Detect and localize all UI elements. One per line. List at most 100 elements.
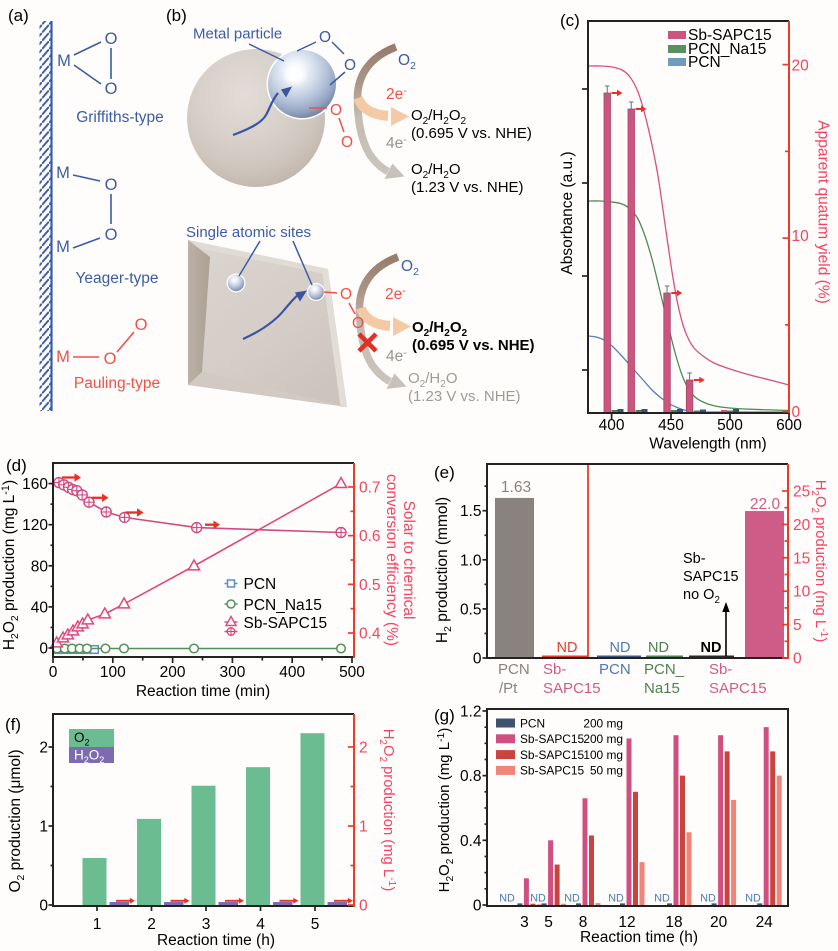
svg-text:20: 20 xyxy=(792,58,810,75)
svg-text:(c): (c) xyxy=(560,11,580,30)
svg-text:(a): (a) xyxy=(8,6,29,25)
svg-text:1.0: 1.0 xyxy=(460,552,482,569)
svg-text:500: 500 xyxy=(717,417,743,434)
svg-text:1.63: 1.63 xyxy=(501,479,531,496)
svg-text:0: 0 xyxy=(39,898,48,915)
svg-text:Apparent quatum yield (%): Apparent quatum yield (%) xyxy=(815,120,832,304)
svg-text:ND: ND xyxy=(700,893,716,905)
svg-text:Sb-: Sb- xyxy=(683,551,706,567)
svg-text:O: O xyxy=(105,80,118,98)
svg-text:10: 10 xyxy=(792,228,810,245)
svg-text:ND: ND xyxy=(557,640,578,656)
svg-text:1.5: 1.5 xyxy=(460,503,482,520)
svg-text:Sb-SAPC15: Sb-SAPC15 xyxy=(520,748,584,762)
svg-text:O: O xyxy=(352,315,364,332)
svg-text:1: 1 xyxy=(359,819,368,836)
svg-text:SAPC15: SAPC15 xyxy=(543,680,601,697)
svg-text:1.2: 1.2 xyxy=(460,703,482,720)
svg-text:Single atomic sites: Single atomic sites xyxy=(186,224,311,241)
svg-text:Metal particle: Metal particle xyxy=(193,26,282,43)
svg-text:ND: ND xyxy=(745,893,761,905)
svg-text:SAPC15: SAPC15 xyxy=(683,569,739,585)
svg-text:400: 400 xyxy=(599,417,625,434)
svg-text:8: 8 xyxy=(579,914,588,931)
svg-text:100 mg: 100 mg xyxy=(583,748,623,762)
svg-text:Sb-SAPC15: Sb-SAPC15 xyxy=(520,732,584,746)
svg-text:(1.23 V vs. NHE): (1.23 V vs. NHE) xyxy=(408,388,521,405)
svg-text:ND: ND xyxy=(648,640,669,656)
svg-text:PCN: PCN xyxy=(520,716,545,730)
svg-text:0.4: 0.4 xyxy=(359,626,381,643)
svg-text:H2​O2​ production (mg L-1​): H2​O2​ production (mg L-1​) xyxy=(435,728,456,893)
svg-text:Wavelength (nm): Wavelength (nm) xyxy=(649,436,766,453)
svg-text:PCN: PCN xyxy=(599,661,631,678)
svg-text:80: 80 xyxy=(31,558,49,575)
svg-text:Reaction time (h): Reaction time (h) xyxy=(157,932,275,949)
svg-text:Reaction time (min): Reaction time (min) xyxy=(136,683,270,700)
svg-text:Solar to chemical: Solar to chemical xyxy=(400,501,417,620)
svg-text:H2​O2​ production (mg L-1​): H2​O2​ production (mg L-1​) xyxy=(809,480,829,643)
svg-text:PCN_Na15: PCN_Na15 xyxy=(244,597,322,614)
svg-text:O2​: O2​ xyxy=(74,730,90,748)
svg-text:SAPC15: SAPC15 xyxy=(709,680,767,697)
svg-text:2e-​: 2e-​ xyxy=(386,85,407,103)
svg-text:O: O xyxy=(105,30,118,48)
svg-text:ND: ND xyxy=(564,893,580,905)
svg-text:O2​/H2​O2​: O2​/H2​O2​ xyxy=(412,319,468,339)
svg-text:20: 20 xyxy=(793,517,811,534)
svg-text:ND: ND xyxy=(608,893,624,905)
svg-text:(g): (g) xyxy=(434,706,455,725)
svg-text:/Pt: /Pt xyxy=(499,680,518,697)
svg-text:O: O xyxy=(104,350,117,368)
svg-text:400: 400 xyxy=(279,664,305,681)
svg-text:M: M xyxy=(56,348,70,366)
svg-text:0: 0 xyxy=(793,651,802,668)
svg-text:conversion efficiency (%): conversion efficiency (%) xyxy=(383,474,400,646)
svg-text:Sb-: Sb- xyxy=(709,661,732,678)
svg-text:300: 300 xyxy=(219,664,245,681)
svg-text:25: 25 xyxy=(793,484,810,501)
svg-text:(1.23 V vs. NHE): (1.23 V vs. NHE) xyxy=(411,179,524,196)
svg-text:0: 0 xyxy=(792,404,801,421)
svg-text:120: 120 xyxy=(22,517,48,534)
svg-text:4e-​: 4e-​ xyxy=(386,347,407,365)
svg-text:2: 2 xyxy=(359,740,368,757)
svg-text:600: 600 xyxy=(776,417,802,434)
svg-text:100: 100 xyxy=(100,664,126,681)
svg-text:2: 2 xyxy=(147,916,156,933)
svg-text:10: 10 xyxy=(793,584,811,601)
svg-text:O: O xyxy=(135,316,148,334)
svg-text:(d): (d) xyxy=(6,456,27,475)
svg-text:no O2​: no O2​ xyxy=(683,587,720,606)
svg-text:200: 200 xyxy=(160,664,186,681)
svg-text:PCN: PCN xyxy=(244,576,277,593)
svg-text:0.7: 0.7 xyxy=(359,479,381,496)
svg-text:0.8: 0.8 xyxy=(460,768,482,785)
svg-text:Sb-SAPC15: Sb-SAPC15 xyxy=(688,27,772,44)
svg-text:Absorbance (a.u.): Absorbance (a.u.) xyxy=(559,151,576,274)
svg-text:200 mg: 200 mg xyxy=(583,732,623,746)
svg-text:ND: ND xyxy=(654,893,670,905)
svg-text:Reaction time (h): Reaction time (h) xyxy=(580,929,698,946)
svg-text:O: O xyxy=(344,57,356,74)
svg-text:ND: ND xyxy=(499,893,515,905)
svg-text:PCN: PCN xyxy=(688,54,721,71)
svg-text:PCN: PCN xyxy=(498,661,530,678)
svg-text:0: 0 xyxy=(473,651,482,668)
svg-text:2: 2 xyxy=(39,740,48,757)
svg-text:0.5: 0.5 xyxy=(460,601,482,618)
svg-text:ND: ND xyxy=(701,640,722,656)
svg-text:(b): (b) xyxy=(166,6,187,25)
svg-text:0: 0 xyxy=(49,664,58,681)
svg-text:4: 4 xyxy=(256,916,265,933)
svg-text:H2​O2​ production (mg L-1​): H2​O2​ production (mg L-1​) xyxy=(377,729,397,892)
svg-text:160: 160 xyxy=(22,476,48,493)
svg-text:Na15: Na15 xyxy=(644,680,680,697)
svg-text:H2​ production (mmol): H2​ production (mmol) xyxy=(434,497,454,643)
svg-text:5: 5 xyxy=(793,617,802,634)
svg-text:O: O xyxy=(330,102,342,119)
svg-text:O2​: O2​ xyxy=(398,52,416,72)
svg-text:(f): (f) xyxy=(5,715,21,734)
svg-text:0: 0 xyxy=(359,898,368,915)
svg-text:O: O xyxy=(105,176,118,194)
